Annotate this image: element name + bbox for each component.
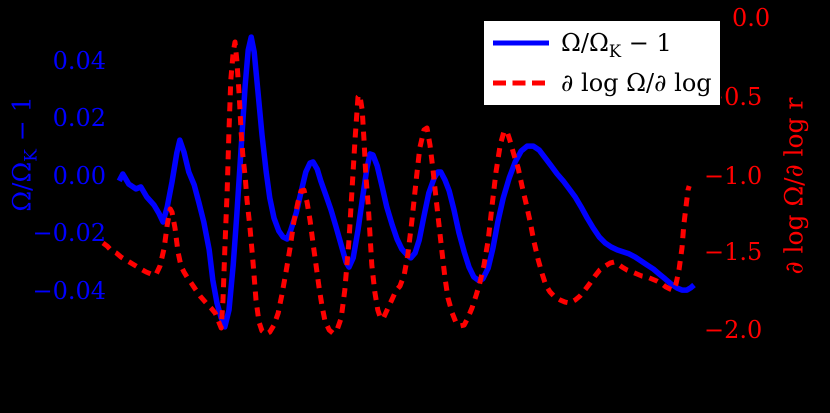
left-axis-tick: −0.02 — [32, 219, 106, 247]
right-axis-tick: 0.0 — [732, 4, 771, 32]
left-axis-tick: 0.04 — [52, 47, 106, 75]
legend-box: Ω/ΩK − 1 ∂ log Ω/∂ log r — [483, 20, 731, 106]
right-axis-title: ∂ log Ω/∂ log r — [779, 97, 809, 275]
left-axis-tick: −0.04 — [32, 277, 106, 305]
legend-label-omega-sub: K — [608, 41, 622, 61]
legend-label-omega-pre: Ω/Ω — [561, 29, 609, 57]
right-axis-tick: −2.0 — [704, 316, 763, 344]
legend-solid-line-sample — [493, 40, 549, 46]
legend-entry-dlogomega: ∂ log Ω/∂ log r — [492, 64, 731, 102]
legend-dashed-line-sample — [493, 80, 549, 86]
right-axis-tick: −1.5 — [704, 238, 763, 266]
left-axis-tick: 0.02 — [52, 104, 106, 132]
legend-label-dlogomega: ∂ log Ω/∂ log r — [561, 69, 731, 97]
left-axis-tick: 0.00 — [52, 162, 106, 190]
legend-label-omega-post: − 1 — [621, 29, 672, 57]
legend-entry-omega: Ω/ΩK − 1 — [492, 24, 716, 62]
left-axis-title-sub: K — [21, 149, 42, 162]
legend-label-omega: Ω/ΩK − 1 — [561, 29, 672, 59]
right-axis-tick: −1.0 — [704, 162, 763, 190]
